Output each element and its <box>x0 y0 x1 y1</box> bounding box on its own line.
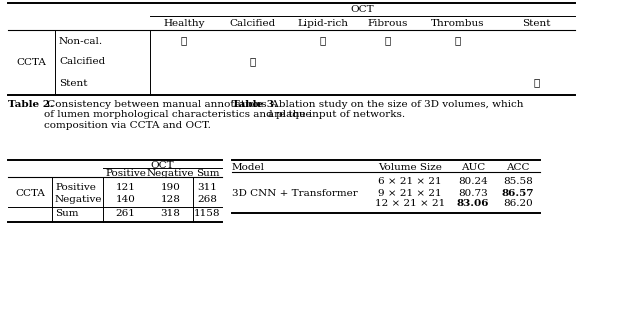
Text: ✓: ✓ <box>455 36 461 45</box>
Text: Stent: Stent <box>59 78 88 87</box>
Text: Positive: Positive <box>55 183 96 193</box>
Text: AUC: AUC <box>461 163 485 171</box>
Text: 268: 268 <box>198 196 218 205</box>
Text: Calcified: Calcified <box>59 58 105 67</box>
Text: 261: 261 <box>116 208 136 217</box>
Text: 3D CNN + Transformer: 3D CNN + Transformer <box>232 188 358 197</box>
Text: Positive: Positive <box>105 169 146 178</box>
Text: OCT: OCT <box>351 6 374 15</box>
Text: ✓: ✓ <box>533 78 540 87</box>
Text: Healthy: Healthy <box>163 20 205 29</box>
Text: Ablation study on the size of 3D volumes, which
are the input of networks.: Ablation study on the size of 3D volumes… <box>268 100 524 119</box>
Text: ACC: ACC <box>506 163 530 171</box>
Text: CCTA: CCTA <box>15 189 45 198</box>
Text: 80.73: 80.73 <box>458 188 488 197</box>
Text: 311: 311 <box>198 183 218 193</box>
Text: Non-cal.: Non-cal. <box>59 36 103 45</box>
Text: Consistency between manual annotations
of lumen morphological characteristics an: Consistency between manual annotations o… <box>44 100 312 130</box>
Text: 9 × 21 × 21: 9 × 21 × 21 <box>378 188 442 197</box>
Text: Sum: Sum <box>55 208 79 217</box>
Text: Model: Model <box>232 163 265 171</box>
Text: Thrombus: Thrombus <box>431 20 484 29</box>
Text: ✓: ✓ <box>181 36 187 45</box>
Text: Sum: Sum <box>196 169 220 178</box>
Text: Volume Size: Volume Size <box>378 163 442 171</box>
Text: Table 2.: Table 2. <box>8 100 54 109</box>
Text: Negative: Negative <box>55 196 102 205</box>
Text: 190: 190 <box>161 183 180 193</box>
Text: 1158: 1158 <box>195 208 221 217</box>
Text: 6 × 21 × 21: 6 × 21 × 21 <box>378 178 442 187</box>
Text: Stent: Stent <box>522 20 551 29</box>
Text: 128: 128 <box>161 196 180 205</box>
Text: CCTA: CCTA <box>17 58 47 67</box>
Text: 86.57: 86.57 <box>502 188 534 197</box>
Text: 121: 121 <box>116 183 136 193</box>
Text: 12 × 21 × 21: 12 × 21 × 21 <box>375 199 445 208</box>
Text: Fibrous: Fibrous <box>368 20 408 29</box>
Text: 86.20: 86.20 <box>503 199 533 208</box>
Text: Calcified: Calcified <box>230 20 276 29</box>
Text: ✓: ✓ <box>320 36 326 45</box>
Text: ✓: ✓ <box>385 36 391 45</box>
Text: 140: 140 <box>116 196 136 205</box>
Text: Lipid-rich: Lipid-rich <box>298 20 349 29</box>
Text: 85.58: 85.58 <box>503 178 533 187</box>
Text: 83.06: 83.06 <box>457 199 489 208</box>
Text: Negative: Negative <box>147 169 195 178</box>
Text: ✓: ✓ <box>250 58 256 67</box>
Text: OCT: OCT <box>150 160 174 169</box>
Text: 80.24: 80.24 <box>458 178 488 187</box>
Text: Table 3.: Table 3. <box>232 100 278 109</box>
Text: 318: 318 <box>161 208 180 217</box>
